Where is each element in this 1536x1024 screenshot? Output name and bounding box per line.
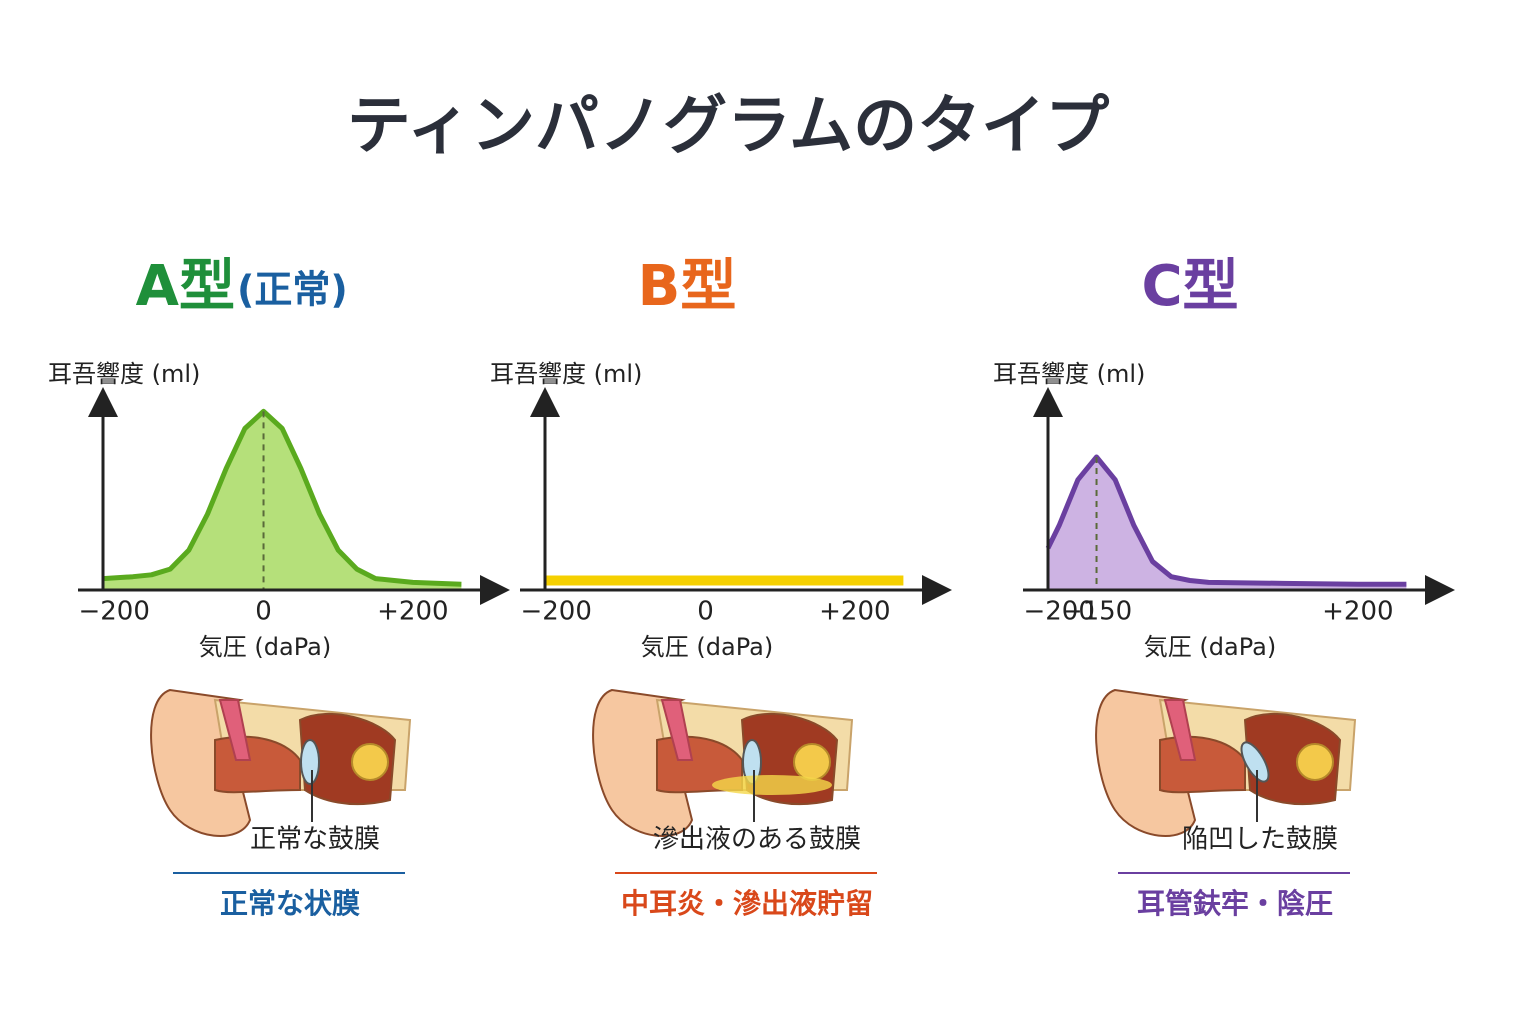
x-tick-label: +200 — [1322, 597, 1393, 627]
ear-shape — [1163, 699, 1197, 761]
ear-shape — [298, 712, 397, 806]
curve — [102, 408, 462, 587]
ear-illustration — [592, 688, 854, 837]
x-tick-label: 0 — [697, 597, 714, 627]
illustration-label: 陥凹した鼓膜 — [1182, 825, 1338, 855]
ear-shape — [218, 699, 252, 761]
y-axis-label: 耳吾響度 (ml) — [490, 360, 642, 388]
page-title: ティンパノグラムのタイプ — [347, 90, 1109, 164]
panel-title: B型 — [638, 254, 737, 319]
ear-shape — [660, 699, 694, 761]
panel-caption: 中耳炎・滲出液貯留 — [621, 887, 873, 920]
ear-shape — [1243, 712, 1342, 806]
ear-illustration — [1095, 688, 1357, 837]
x-axis-label: 気圧 (daPa) — [199, 633, 331, 661]
x-axis-label: 気圧 (daPa) — [1144, 633, 1276, 661]
ossicle — [351, 743, 389, 781]
x-tick-label: +200 — [377, 597, 448, 627]
panel-title: A型 — [136, 254, 235, 319]
panel-subtitle: (正常) — [237, 268, 348, 312]
x-tick-label: −200 — [520, 597, 591, 627]
ossicle — [1296, 743, 1334, 781]
effusion — [712, 775, 832, 795]
area-fill — [103, 411, 462, 590]
x-axis-label: 気圧 (daPa) — [641, 633, 773, 661]
x-tick-label: 0 — [255, 597, 272, 627]
area-fill — [1048, 457, 1407, 590]
illustration-label: 滲出液のある鼓膜 — [653, 825, 861, 855]
ossicle — [793, 743, 831, 781]
illustration-label: 正常な鼓膜 — [250, 825, 380, 855]
x-tick-label: −200 — [78, 597, 149, 627]
panel-caption: 正常な状膜 — [220, 887, 360, 920]
panel-title: C型 — [1141, 254, 1238, 319]
eardrum — [1240, 741, 1270, 783]
eardrum — [300, 739, 320, 785]
panel-caption: 耳管鈇牢・陰圧 — [1137, 887, 1333, 920]
x-tick-label: −150 — [1061, 597, 1132, 627]
ear-illustration — [150, 688, 412, 837]
y-axis-label: 耳吾響度 (ml) — [993, 360, 1145, 388]
curve — [1045, 454, 1407, 587]
x-tick-label: +200 — [819, 597, 890, 627]
x-tick-label: −200 — [1023, 597, 1094, 627]
y-axis-label: 耳吾響度 (ml) — [48, 360, 200, 388]
